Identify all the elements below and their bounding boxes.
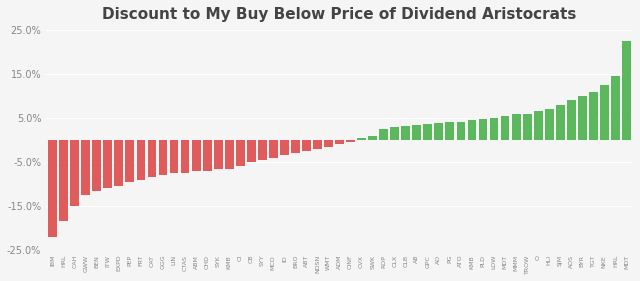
Bar bbox=[125, 140, 134, 182]
Bar bbox=[48, 140, 57, 237]
Bar bbox=[380, 129, 388, 140]
Bar bbox=[346, 140, 355, 142]
Bar bbox=[70, 140, 79, 206]
Bar bbox=[302, 140, 311, 151]
Bar bbox=[545, 109, 554, 140]
Bar bbox=[390, 127, 399, 140]
Bar bbox=[136, 140, 145, 180]
Bar bbox=[523, 114, 532, 140]
Bar bbox=[600, 85, 609, 140]
Bar bbox=[578, 96, 587, 140]
Bar bbox=[203, 140, 212, 171]
Bar bbox=[180, 140, 189, 173]
Bar bbox=[60, 140, 68, 221]
Bar bbox=[214, 140, 223, 169]
Bar bbox=[589, 92, 598, 140]
Bar bbox=[225, 140, 234, 169]
Bar bbox=[567, 100, 575, 140]
Bar bbox=[435, 123, 444, 140]
Bar bbox=[611, 76, 620, 140]
Bar bbox=[81, 140, 90, 195]
Bar bbox=[159, 140, 168, 175]
Bar bbox=[445, 123, 454, 140]
Bar bbox=[456, 121, 465, 140]
Bar bbox=[92, 140, 101, 191]
Bar bbox=[115, 140, 124, 186]
Bar bbox=[357, 138, 366, 140]
Bar bbox=[313, 140, 322, 149]
Bar bbox=[148, 140, 156, 177]
Bar bbox=[170, 140, 179, 173]
Bar bbox=[335, 140, 344, 144]
Bar bbox=[368, 136, 377, 140]
Bar bbox=[192, 140, 200, 171]
Bar bbox=[424, 124, 432, 140]
Bar bbox=[490, 118, 499, 140]
Bar bbox=[247, 140, 256, 162]
Bar bbox=[401, 126, 410, 140]
Bar bbox=[512, 114, 520, 140]
Bar bbox=[479, 119, 488, 140]
Bar bbox=[412, 124, 421, 140]
Bar bbox=[324, 140, 333, 147]
Bar bbox=[622, 41, 631, 140]
Bar bbox=[269, 140, 278, 158]
Bar bbox=[556, 105, 564, 140]
Bar bbox=[258, 140, 267, 160]
Bar bbox=[500, 116, 509, 140]
Bar bbox=[468, 120, 476, 140]
Bar bbox=[534, 111, 543, 140]
Bar bbox=[236, 140, 244, 166]
Bar bbox=[291, 140, 300, 153]
Bar bbox=[280, 140, 289, 155]
Bar bbox=[104, 140, 112, 188]
Title: Discount to My Buy Below Price of Dividend Aristocrats: Discount to My Buy Below Price of Divide… bbox=[102, 7, 577, 22]
